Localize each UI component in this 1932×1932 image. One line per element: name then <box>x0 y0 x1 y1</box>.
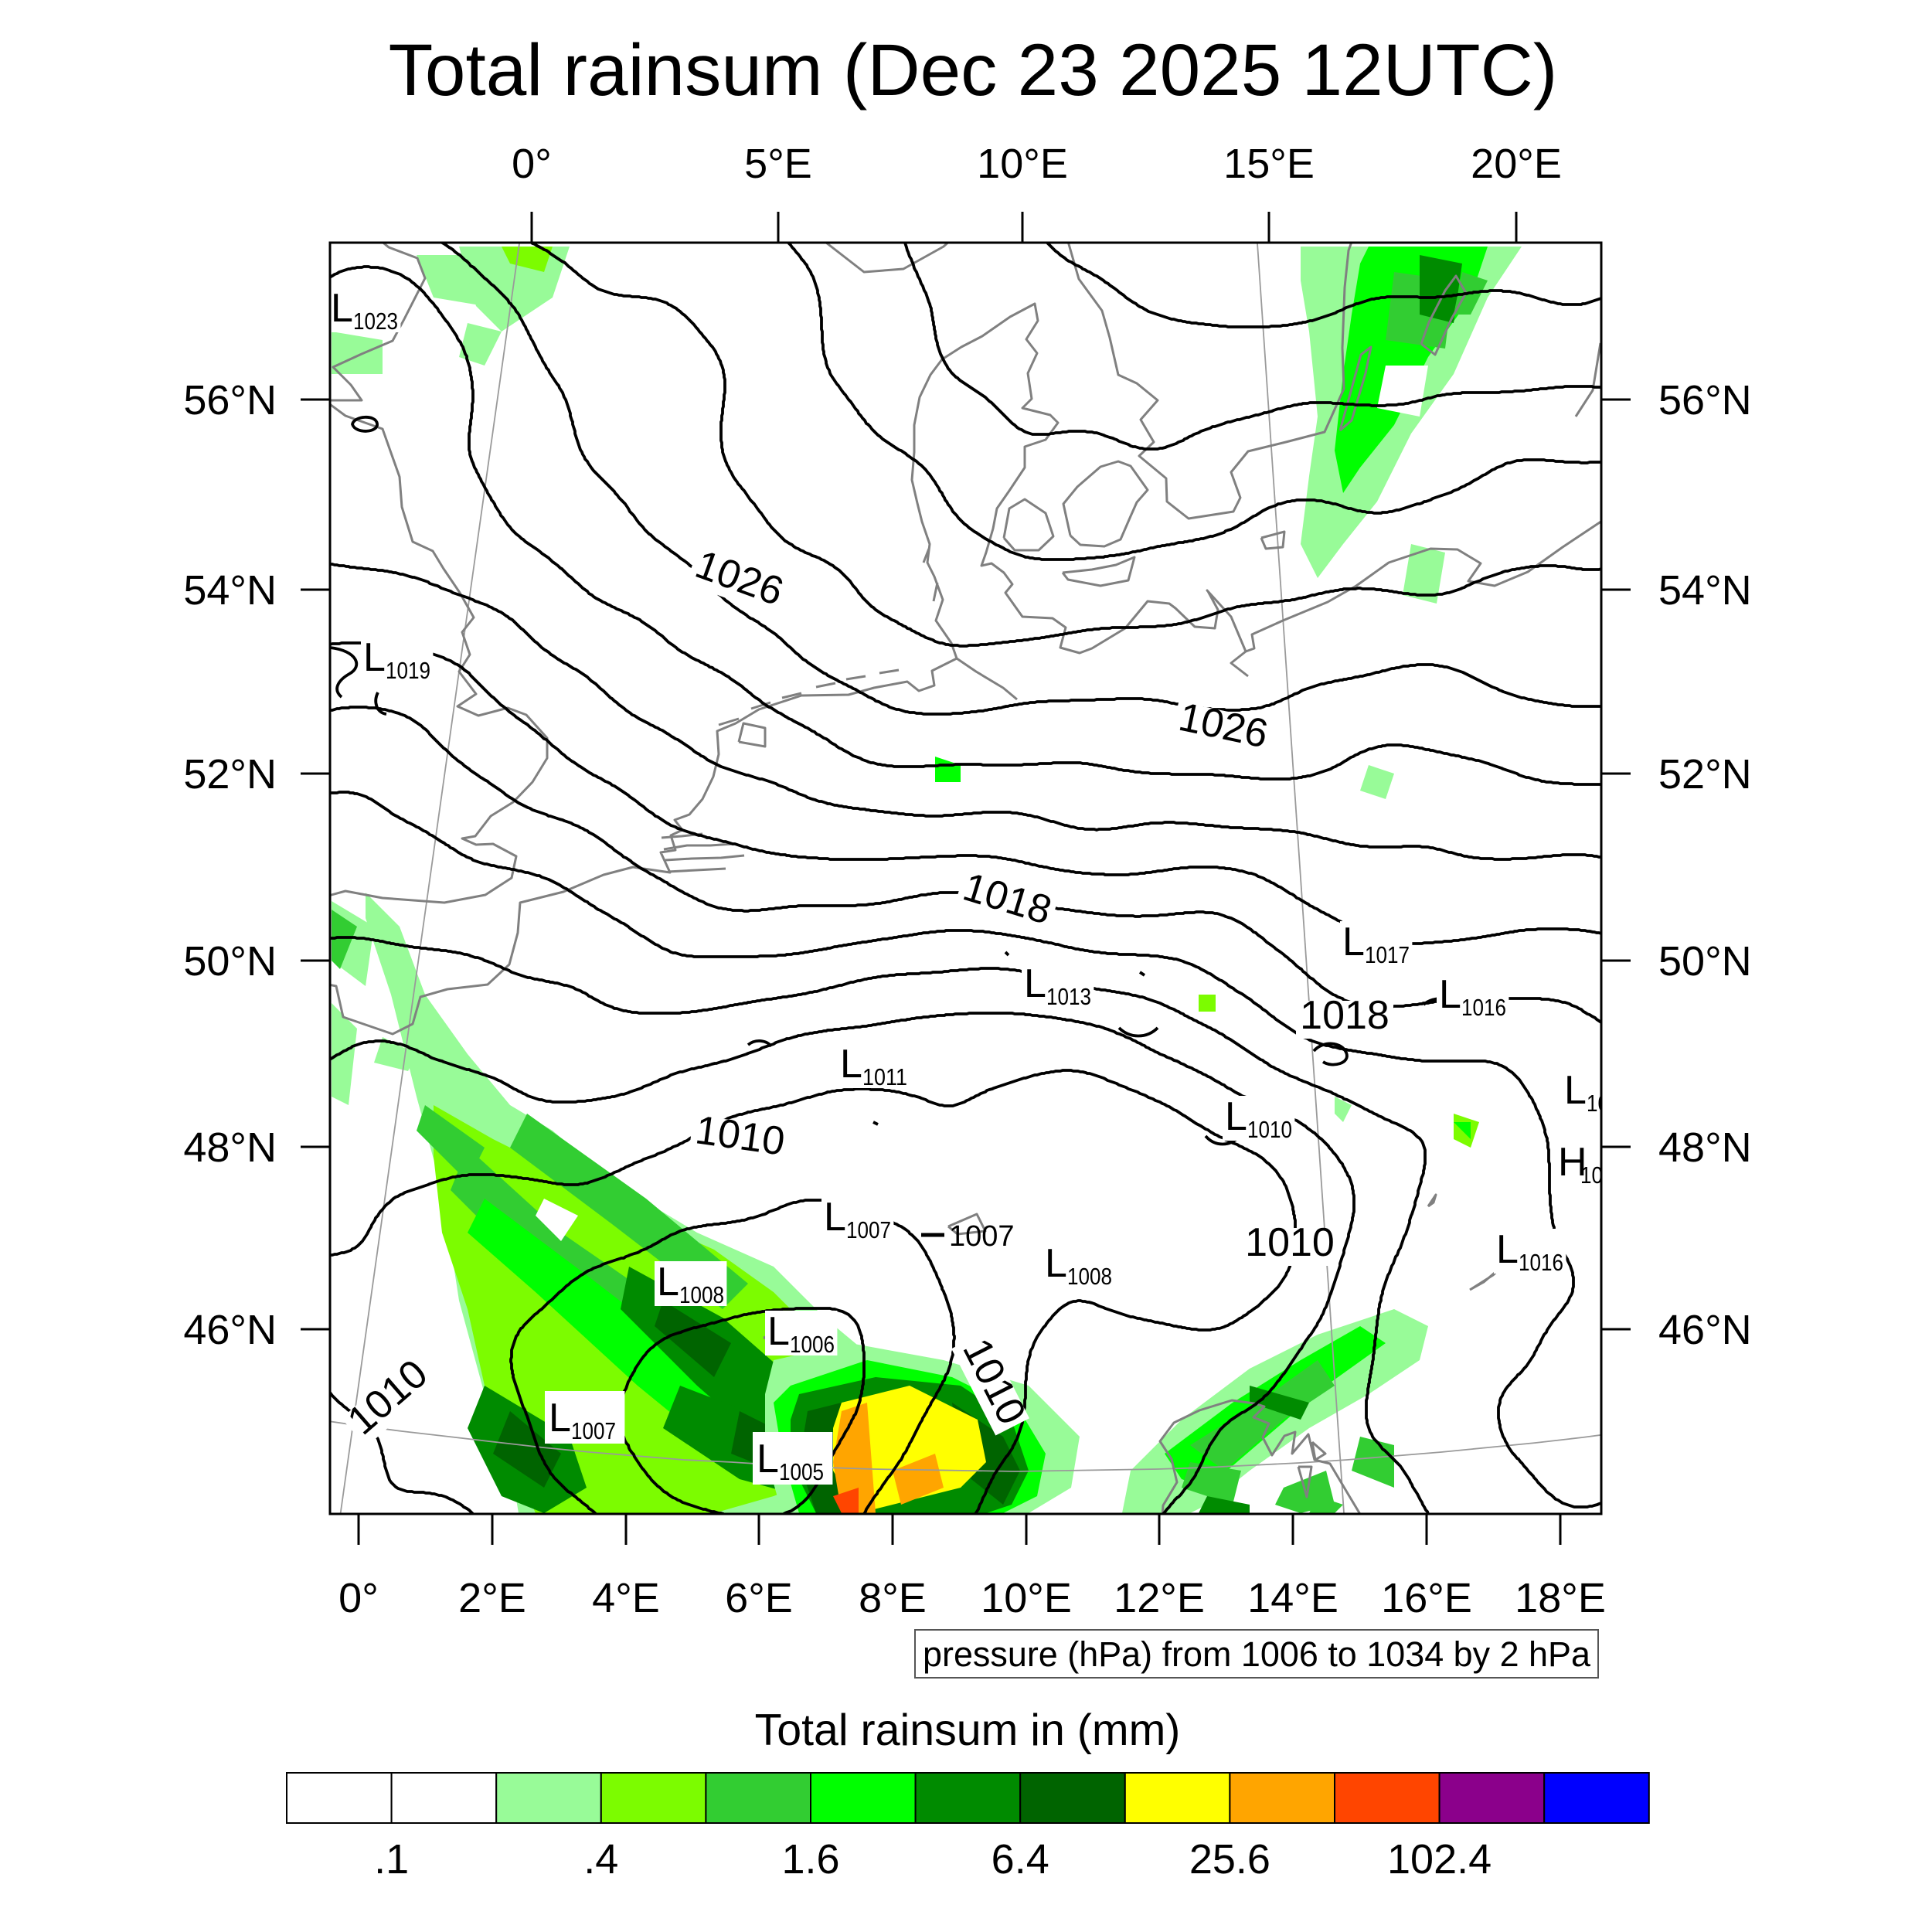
svg-text:54°N: 54°N <box>1658 567 1752 614</box>
svg-text:1006: 1006 <box>790 1331 835 1358</box>
svg-text:1010: 1010 <box>1245 1220 1335 1265</box>
svg-text:1007: 1007 <box>949 1220 1015 1253</box>
svg-text:L: L <box>331 286 353 331</box>
svg-text:56°N: 56°N <box>183 377 277 423</box>
svg-text:1018: 1018 <box>1300 993 1389 1038</box>
svg-text:46°N: 46°N <box>1658 1307 1752 1353</box>
svg-text:L: L <box>1342 920 1365 964</box>
svg-text:L: L <box>363 635 386 680</box>
svg-text:18°E: 18°E <box>1515 1575 1606 1621</box>
svg-text:L: L <box>1225 1094 1247 1139</box>
svg-text:L: L <box>1564 1068 1587 1113</box>
svg-text:L: L <box>840 1042 862 1087</box>
svg-text:1016: 1016 <box>1587 1090 1631 1117</box>
svg-text:5°E: 5°E <box>744 141 812 187</box>
svg-text:L: L <box>757 1437 779 1481</box>
svg-text:1023: 1023 <box>353 308 398 335</box>
svg-text:52°N: 52°N <box>183 751 277 798</box>
svg-text:6°E: 6°E <box>725 1575 793 1621</box>
svg-text:1019: 1019 <box>386 657 430 684</box>
svg-text:10°E: 10°E <box>981 1575 1072 1621</box>
svg-text:48°N: 48°N <box>1658 1124 1752 1171</box>
svg-text:25.6: 25.6 <box>1189 1836 1270 1883</box>
svg-text:L: L <box>549 1396 571 1440</box>
svg-text:1007: 1007 <box>571 1417 616 1444</box>
svg-text:52°N: 52°N <box>1658 751 1752 798</box>
svg-text:Total rainsum (Dec 23 2025 12U: Total rainsum (Dec 23 2025 12UTC) <box>389 29 1558 111</box>
svg-text:1011: 1011 <box>862 1063 907 1090</box>
svg-text:2°E: 2°E <box>458 1575 526 1621</box>
svg-text:56°N: 56°N <box>1658 377 1752 423</box>
svg-text:.1: .1 <box>374 1836 409 1883</box>
svg-text:6.4: 6.4 <box>992 1836 1049 1883</box>
svg-text:L: L <box>1024 961 1046 1006</box>
svg-text:46°N: 46°N <box>183 1307 277 1353</box>
svg-text:pressure (hPa) from 1006 to 10: pressure (hPa) from 1006 to 1034 by 2 hP… <box>923 1634 1591 1674</box>
svg-text:1010: 1010 <box>1247 1116 1292 1143</box>
svg-text:10°E: 10°E <box>977 141 1068 187</box>
svg-text:Total rainsum in (mm): Total rainsum in (mm) <box>755 1706 1181 1755</box>
svg-text:16°E: 16°E <box>1381 1575 1472 1621</box>
svg-text:48°N: 48°N <box>183 1124 277 1171</box>
svg-text:1005: 1005 <box>779 1458 824 1485</box>
svg-text:1008: 1008 <box>1067 1263 1112 1290</box>
svg-text:54°N: 54°N <box>183 567 277 614</box>
svg-text:50°N: 50°N <box>183 938 277 985</box>
svg-text:15°E: 15°E <box>1223 141 1315 187</box>
svg-text:4°E: 4°E <box>592 1575 660 1621</box>
svg-text:12°E: 12°E <box>1114 1575 1205 1621</box>
svg-text:1017: 1017 <box>1580 1162 1625 1189</box>
svg-text:50°N: 50°N <box>1658 938 1752 985</box>
svg-text:1017: 1017 <box>1365 941 1410 968</box>
svg-text:1013: 1013 <box>1046 983 1091 1010</box>
svg-text:8°E: 8°E <box>859 1575 927 1621</box>
svg-text:0°: 0° <box>512 141 552 187</box>
svg-text:H: H <box>1558 1140 1587 1185</box>
svg-text:1016: 1016 <box>1519 1249 1563 1276</box>
svg-text:1007: 1007 <box>846 1216 891 1243</box>
svg-text:20°E: 20°E <box>1471 141 1562 187</box>
svg-text:1.6: 1.6 <box>781 1836 839 1883</box>
svg-text:L: L <box>1439 972 1461 1017</box>
svg-text:1008: 1008 <box>679 1281 724 1308</box>
svg-text:L: L <box>767 1309 790 1354</box>
svg-text:L: L <box>824 1195 846 1240</box>
svg-text:102.4: 102.4 <box>1387 1836 1492 1883</box>
svg-text:14°E: 14°E <box>1247 1575 1338 1621</box>
svg-text:L: L <box>657 1260 679 1304</box>
svg-text:.4: .4 <box>583 1836 618 1883</box>
svg-text:0°: 0° <box>338 1575 379 1621</box>
svg-text:L: L <box>1045 1241 1067 1286</box>
svg-text:1016: 1016 <box>1461 994 1506 1021</box>
svg-text:L: L <box>1496 1227 1519 1272</box>
